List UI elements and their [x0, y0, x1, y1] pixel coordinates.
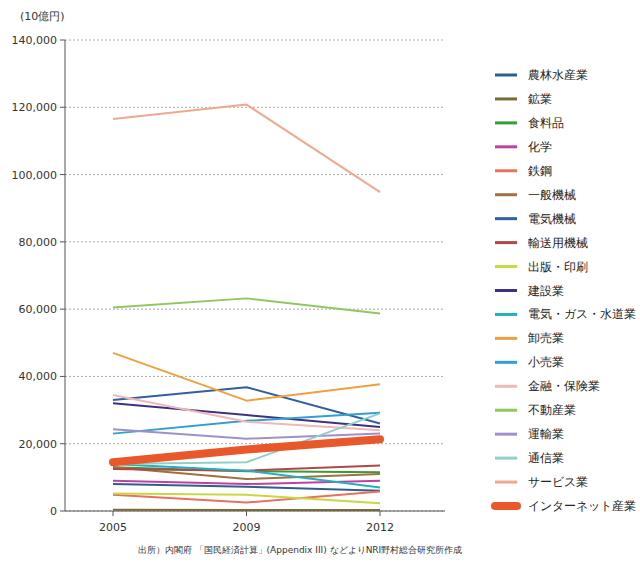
grid-line: [65, 107, 445, 108]
y-tick: [60, 309, 65, 310]
grid-line: [65, 241, 445, 242]
y-tick-label: 0: [50, 505, 57, 518]
x-tick-label: 2005: [99, 521, 127, 534]
y-tick-label: 40,000: [19, 370, 58, 383]
legend-swatch: [495, 97, 517, 100]
legend-swatch: [495, 457, 517, 460]
source-note: 出所）内閣府 「国民経済計算」(Appendix III) などよりNRI野村総…: [138, 545, 463, 555]
grid-line: [65, 376, 445, 377]
legend-label: 出版・印刷: [528, 260, 588, 274]
legend-label: インターネット産業: [528, 499, 636, 513]
legend-swatch: [495, 74, 517, 77]
legend-swatch: [495, 433, 517, 436]
legend-label: 鉱業: [528, 92, 552, 106]
legend-label: 卸売業: [528, 331, 564, 345]
y-tick-label: 140,000: [12, 34, 58, 47]
series-line: [113, 353, 380, 401]
y-tick-label: 20,000: [19, 438, 58, 451]
legend-swatch: [495, 193, 517, 196]
legend-label: 食料品: [528, 116, 564, 130]
x-axis: [65, 511, 445, 512]
legend-swatch: [495, 169, 517, 172]
legend-swatch: [495, 145, 517, 148]
legend-swatch: [495, 121, 517, 124]
legend-label: 化学: [528, 140, 552, 154]
y-tick: [60, 241, 65, 242]
series-line: [113, 494, 380, 504]
legend-swatch: [495, 481, 517, 484]
series-line: [113, 464, 380, 488]
series-line: [113, 298, 380, 313]
y-tick-label: 60,000: [19, 303, 58, 316]
series-line: [113, 413, 380, 434]
x-tick-label: 2012: [366, 521, 394, 534]
legend-label: 不動産業: [528, 403, 576, 417]
legend-label: 一般機械: [528, 188, 576, 202]
x-tick: [380, 511, 381, 516]
legend-label: 小売業: [528, 355, 564, 369]
legend-swatch: [495, 502, 517, 510]
series-line: [113, 491, 380, 502]
grid-line: [65, 40, 445, 41]
legend-swatch: [495, 385, 517, 388]
grid-line: [65, 443, 445, 444]
y-tick-label: 80,000: [19, 236, 58, 249]
x-tick: [246, 511, 247, 516]
series-line: [113, 395, 380, 430]
legend-label: 農林水産業: [528, 68, 588, 82]
y-tick: [60, 443, 65, 444]
series-line: [113, 105, 380, 192]
y-tick: [60, 107, 65, 108]
legend-label: サービス業: [528, 475, 588, 489]
legend-swatch: [495, 265, 517, 268]
y-tick: [60, 511, 65, 512]
x-tick-label: 2009: [233, 521, 261, 534]
series-line: [113, 439, 380, 462]
series-line: [113, 413, 380, 463]
legend-label: 通信業: [528, 451, 564, 465]
legend-swatch: [495, 313, 517, 316]
series-line: [113, 509, 380, 511]
y-tick: [60, 40, 65, 41]
legend-swatch: [495, 289, 517, 292]
y-tick-label: 120,000: [12, 101, 58, 114]
legend-label: 建設業: [527, 284, 564, 298]
legend-swatch: [495, 409, 517, 412]
y-tick: [60, 174, 65, 175]
y-axis-label: (10億円): [20, 10, 65, 23]
legend-swatch: [495, 337, 517, 340]
series-line: [113, 387, 380, 423]
legend-swatch: [495, 361, 517, 364]
grid-line: [65, 511, 445, 512]
plot-area: [113, 105, 380, 510]
series-line: [113, 484, 380, 491]
legend-label: 鉄鋼: [528, 164, 552, 178]
y-tick-label: 100,000: [12, 169, 58, 182]
legend-label: 輸送用機械: [528, 236, 588, 250]
x-tick: [113, 511, 114, 516]
legend-swatch: [495, 217, 517, 220]
legend-label: 運輸業: [528, 427, 564, 441]
legend-label: 電気機械: [528, 212, 576, 226]
grid-line: [65, 309, 445, 310]
y-axis: [65, 40, 66, 511]
series-line: [113, 429, 380, 438]
legend-label: 電気・ガス・水道業: [528, 307, 636, 321]
legend-swatch: [495, 241, 517, 244]
legend-label: 金融・保険業: [528, 379, 600, 393]
y-tick: [60, 376, 65, 377]
grid-line: [65, 174, 445, 175]
